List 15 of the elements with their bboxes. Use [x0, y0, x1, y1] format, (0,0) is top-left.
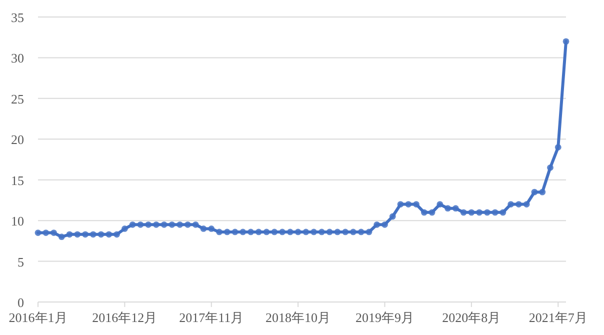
y-tick-label: 30 [11, 50, 24, 66]
y-tick-label: 0 [18, 295, 24, 310]
y-tick-label: 15 [11, 172, 24, 188]
x-tick-label: 2017年11月 [179, 310, 244, 325]
x-tick-label: 2021年7月 [528, 310, 588, 325]
x-tick-label: 2016年1月 [8, 310, 68, 325]
y-tick-label: 5 [18, 254, 24, 270]
y-tick-label: 25 [11, 91, 24, 106]
x-tick-label: 2018年10月 [266, 310, 331, 325]
y-tick-label: 20 [11, 132, 24, 148]
y-tick-label: 10 [11, 214, 24, 229]
x-tick-label: 2020年8月 [442, 310, 501, 325]
y-tick-label: 35 [11, 10, 24, 25]
x-tick-label: 2016年12月 [92, 310, 158, 325]
x-tick-label: 2019年9月 [355, 310, 414, 325]
